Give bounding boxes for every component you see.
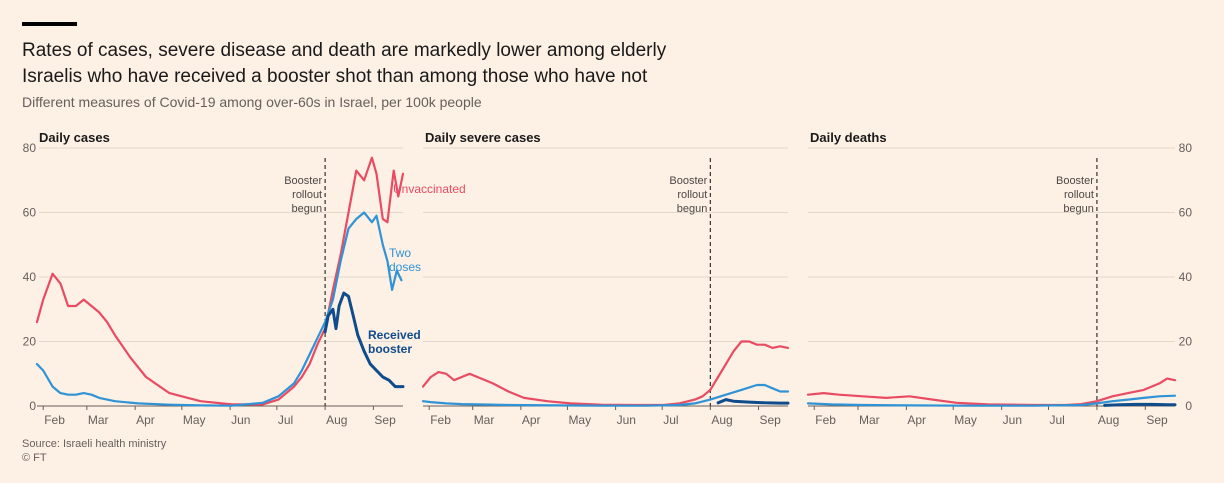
y-tick-label: 80 <box>23 141 37 155</box>
x-tick-label: Aug <box>1098 413 1119 427</box>
series-line-two-doses <box>35 211 403 407</box>
y-tick-label: 40 <box>23 270 37 284</box>
x-tick-label: May <box>183 413 206 427</box>
x-tick-label: Feb <box>430 413 451 427</box>
series-label-received-booster: Received <box>368 328 421 342</box>
x-tick-label: Aug <box>711 413 732 427</box>
series-label-two-doses: doses <box>389 260 421 274</box>
series-line-received-booster <box>716 398 790 405</box>
booster-annotation-line: Booster <box>669 175 707 187</box>
x-tick-label: Apr <box>907 413 926 427</box>
panel-3: Daily deaths 0 20 40 60 80 Feb Mar Apr May Jun Jul A… <box>806 130 1193 427</box>
booster-annotation-line: begun <box>677 203 708 215</box>
x-tick-label: Jun <box>231 413 250 427</box>
x-tick-label: Mar <box>859 413 880 427</box>
booster-annotation-line: Booster <box>284 175 322 187</box>
x-tick-label: Mar <box>474 413 495 427</box>
series-line-unvaccinated <box>35 156 405 406</box>
y-tick-label-right: 20 <box>1179 335 1193 349</box>
chart-title-line-2: Israelis who have received a booster sho… <box>22 66 648 87</box>
y-tick-label-right: 80 <box>1179 141 1193 155</box>
series-label-unvaccinated: Unvaccinated <box>393 182 466 196</box>
panel-title: Daily severe cases <box>425 130 541 145</box>
series-line-unvaccinated <box>421 340 790 407</box>
x-tick-label: Jul <box>278 413 293 427</box>
x-tick-label: Sep <box>759 413 781 427</box>
x-tick-label: May <box>568 413 591 427</box>
x-tick-label: Feb <box>815 413 836 427</box>
ft-top-rule <box>22 22 77 26</box>
chart-title-line-1: Rates of cases, severe disease and death… <box>22 40 667 61</box>
series-line-two-doses <box>421 383 790 407</box>
chart-title: Rates of cases, severe disease and death… <box>22 38 666 90</box>
booster-annotation-line: Booster <box>1056 175 1094 187</box>
chart-footer: Source: Israeli health ministry © FT <box>22 437 166 465</box>
booster-annotation-line: rollout <box>1064 189 1094 201</box>
y-tick-label-right: 0 <box>1185 399 1192 413</box>
series-line-received-booster <box>323 291 405 389</box>
booster-annotation-line: begun <box>1063 203 1094 215</box>
x-tick-label: Feb <box>44 413 65 427</box>
y-tick-label: 0 <box>29 399 36 413</box>
series-line-two-doses <box>806 394 1177 407</box>
booster-annotation-line: begun <box>292 203 323 215</box>
panel-title: Daily deaths <box>810 130 887 145</box>
series-label-received-booster: booster <box>368 342 412 356</box>
x-tick-label: Jul <box>1050 413 1065 427</box>
x-tick-label: Mar <box>88 413 109 427</box>
y-tick-label: 20 <box>23 335 37 349</box>
booster-annotation-line: rollout <box>292 189 322 201</box>
series-label-two-doses: Two <box>389 246 411 260</box>
x-tick-label: Jul <box>663 413 678 427</box>
panel-title: Daily cases <box>39 130 110 145</box>
source-note: Source: Israeli health ministry <box>22 438 167 450</box>
series-line-received-booster <box>1103 402 1177 407</box>
x-tick-label: Sep <box>1146 413 1168 427</box>
y-tick-label: 60 <box>23 206 37 220</box>
y-tick-label-right: 40 <box>1179 270 1193 284</box>
panel-2: Daily severe cases Feb Mar Apr May Jun Jul Aug S… <box>421 130 790 427</box>
x-tick-label: Sep <box>374 413 396 427</box>
y-tick-label-right: 60 <box>1179 206 1193 220</box>
x-tick-label: Apr <box>522 413 541 427</box>
x-tick-label: Aug <box>326 413 347 427</box>
x-tick-label: Jun <box>617 413 636 427</box>
x-tick-label: May <box>954 413 977 427</box>
x-tick-label: Jun <box>1003 413 1022 427</box>
copyright-note: © FT <box>22 452 47 464</box>
chart-subtitle: Different measures of Covid-19 among ove… <box>22 94 482 110</box>
x-tick-label: Apr <box>136 413 155 427</box>
panel-1: Daily cases 0 20 40 60 80 Feb Mar Apr May Jun Jul Au… <box>23 130 466 427</box>
booster-annotation-line: rollout <box>677 189 707 201</box>
